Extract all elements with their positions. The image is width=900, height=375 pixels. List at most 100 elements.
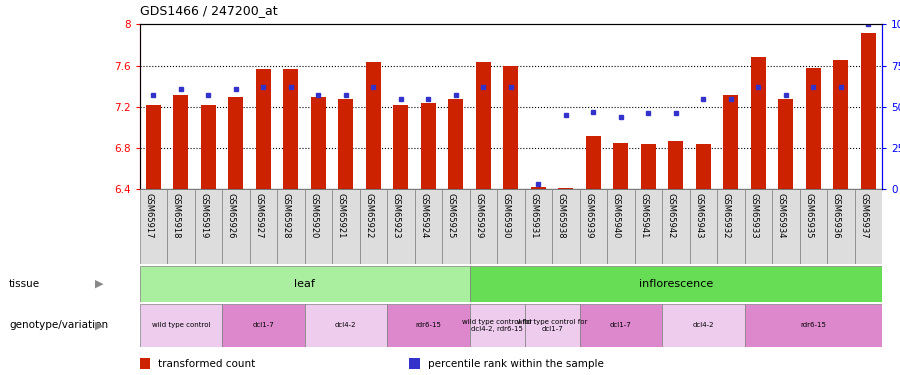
Text: rdr6-15: rdr6-15 xyxy=(800,322,826,328)
Text: GSM65943: GSM65943 xyxy=(694,193,703,238)
Text: dcl4-2: dcl4-2 xyxy=(692,322,714,328)
Text: GSM65941: GSM65941 xyxy=(639,193,648,238)
Bar xyxy=(772,189,799,264)
Text: GSM65919: GSM65919 xyxy=(199,193,208,238)
Bar xyxy=(442,189,470,264)
Text: GSM65930: GSM65930 xyxy=(502,193,511,238)
Text: dcl1-7: dcl1-7 xyxy=(610,322,632,328)
Bar xyxy=(854,189,882,264)
Bar xyxy=(194,189,222,264)
Text: GSM65924: GSM65924 xyxy=(419,193,428,238)
Text: GSM65935: GSM65935 xyxy=(805,193,814,238)
Text: GSM65942: GSM65942 xyxy=(667,193,676,238)
Text: GSM65933: GSM65933 xyxy=(749,193,758,239)
Bar xyxy=(580,304,662,347)
Bar xyxy=(724,94,738,189)
Text: GSM65923: GSM65923 xyxy=(392,193,400,238)
Text: GSM65939: GSM65939 xyxy=(584,193,593,238)
Text: GSM65934: GSM65934 xyxy=(777,193,786,238)
Bar xyxy=(744,189,772,264)
Bar xyxy=(668,141,683,189)
Bar xyxy=(249,189,277,264)
Bar xyxy=(558,188,573,189)
Bar xyxy=(476,62,491,189)
Bar xyxy=(229,97,243,189)
Bar xyxy=(448,99,464,189)
Bar xyxy=(717,189,744,264)
Text: dcl1-7: dcl1-7 xyxy=(252,322,274,328)
Text: percentile rank within the sample: percentile rank within the sample xyxy=(428,359,603,369)
Bar xyxy=(696,144,711,189)
Text: GSM65929: GSM65929 xyxy=(474,193,483,238)
Text: GSM65927: GSM65927 xyxy=(254,193,263,238)
Bar xyxy=(310,97,326,189)
Bar xyxy=(222,189,249,264)
Text: GSM65918: GSM65918 xyxy=(172,193,181,238)
Text: wild type control for
dcl1-7: wild type control for dcl1-7 xyxy=(517,319,587,332)
Text: ▶: ▶ xyxy=(94,279,103,289)
Text: dcl4-2: dcl4-2 xyxy=(335,322,356,328)
Text: GSM65940: GSM65940 xyxy=(612,193,621,238)
Bar xyxy=(201,105,216,189)
Bar xyxy=(689,189,717,264)
Bar xyxy=(420,103,436,189)
Bar xyxy=(140,304,222,347)
Bar xyxy=(827,189,854,264)
Bar xyxy=(470,189,497,264)
Bar xyxy=(744,304,882,347)
Bar xyxy=(146,105,161,189)
Bar xyxy=(607,189,634,264)
Text: GSM65928: GSM65928 xyxy=(282,193,291,238)
Bar xyxy=(222,304,304,347)
Bar xyxy=(799,189,827,264)
Text: genotype/variation: genotype/variation xyxy=(9,320,108,330)
Text: GSM65931: GSM65931 xyxy=(529,193,538,238)
Bar xyxy=(167,189,194,264)
Text: inflorescence: inflorescence xyxy=(639,279,713,289)
Text: GSM65937: GSM65937 xyxy=(860,193,868,239)
Bar xyxy=(387,304,470,347)
Bar xyxy=(359,189,387,264)
Text: GSM65922: GSM65922 xyxy=(364,193,373,238)
Bar xyxy=(284,69,298,189)
Bar xyxy=(751,57,766,189)
Bar xyxy=(552,189,580,264)
Text: wild type control: wild type control xyxy=(151,322,210,328)
Text: ▶: ▶ xyxy=(94,320,103,330)
Bar xyxy=(173,94,188,189)
Text: GDS1466 / 247200_at: GDS1466 / 247200_at xyxy=(140,4,277,17)
Text: GSM65921: GSM65921 xyxy=(337,193,346,238)
Bar xyxy=(634,189,662,264)
Bar xyxy=(662,304,744,347)
Text: GSM65932: GSM65932 xyxy=(722,193,731,238)
Bar xyxy=(662,189,689,264)
Bar xyxy=(277,189,304,264)
Text: GSM65917: GSM65917 xyxy=(144,193,153,238)
Text: transformed count: transformed count xyxy=(158,359,255,369)
Bar xyxy=(525,189,552,264)
Bar xyxy=(860,33,876,189)
Bar xyxy=(387,189,415,264)
Bar xyxy=(365,62,381,189)
Bar xyxy=(641,144,656,189)
Bar xyxy=(613,143,628,189)
Bar xyxy=(531,188,545,189)
Text: GSM65926: GSM65926 xyxy=(227,193,236,238)
Bar xyxy=(525,304,580,347)
Bar xyxy=(332,189,359,264)
Text: wild type control for
dcl4-2, rdr6-15: wild type control for dcl4-2, rdr6-15 xyxy=(462,319,532,332)
Bar xyxy=(393,105,409,189)
Bar xyxy=(256,69,271,189)
Bar xyxy=(833,60,849,189)
Bar xyxy=(497,189,525,264)
Bar xyxy=(304,189,332,264)
Bar xyxy=(470,266,882,302)
Text: tissue: tissue xyxy=(9,279,40,289)
Bar xyxy=(503,66,518,189)
Bar xyxy=(140,189,167,264)
Bar xyxy=(586,136,601,189)
Text: GSM65938: GSM65938 xyxy=(557,193,566,239)
Bar xyxy=(338,99,354,189)
Text: rdr6-15: rdr6-15 xyxy=(415,322,441,328)
Bar xyxy=(778,99,793,189)
